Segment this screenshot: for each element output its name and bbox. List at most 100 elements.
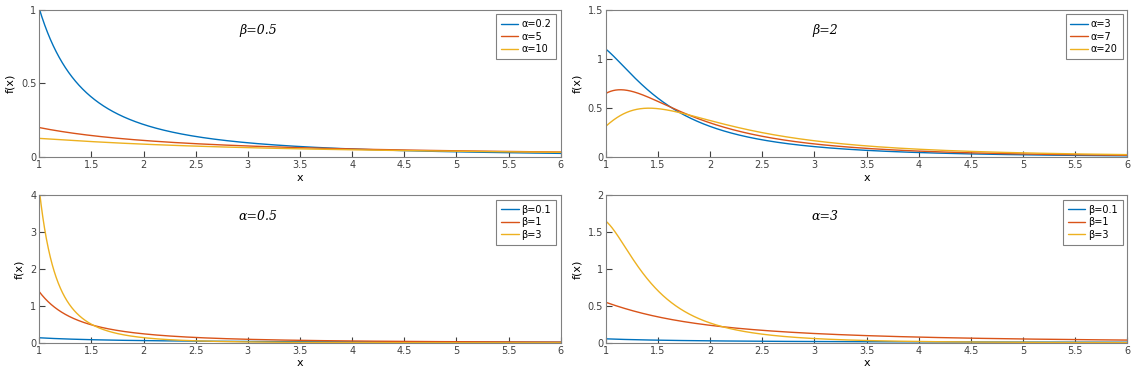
- β=1: [544, 340, 558, 344]
- Line: α=0.2: α=0.2: [40, 9, 561, 153]
- α=3: [1110, 153, 1124, 158]
- Text: β=0.5: β=0.5: [240, 24, 277, 37]
- β=0.1: [821, 339, 835, 344]
- β=1: [799, 331, 812, 335]
- α=0.2: [554, 151, 568, 156]
- α=3: [1120, 154, 1134, 158]
- Text: α=0.5: α=0.5: [239, 210, 278, 223]
- β=1: [690, 321, 703, 326]
- Line: β=0.1: β=0.1: [605, 339, 1127, 342]
- Legend: α=3, α=7, α=20: α=3, α=7, α=20: [1066, 15, 1122, 59]
- β=0.1: [690, 338, 703, 343]
- β=1: [487, 340, 501, 344]
- α=7: [599, 91, 612, 96]
- β=3: [821, 337, 835, 341]
- β=1: [123, 330, 136, 334]
- β=1: [233, 337, 247, 341]
- Line: α=20: α=20: [605, 108, 1127, 154]
- β=3: [1120, 340, 1134, 345]
- Line: β=1: β=1: [40, 292, 561, 342]
- α=5: [487, 149, 501, 154]
- β=0.1: [233, 339, 247, 344]
- β=1: [599, 300, 612, 304]
- α=0.2: [256, 142, 269, 146]
- β=1: [659, 316, 673, 321]
- Line: β=3: β=3: [40, 190, 561, 343]
- α=7: [1054, 152, 1068, 157]
- α=3: [1054, 153, 1068, 157]
- α=20: [821, 140, 835, 145]
- X-axis label: x: x: [296, 358, 303, 368]
- β=0.1: [659, 338, 673, 343]
- α=10: [487, 149, 501, 154]
- α=20: [690, 115, 703, 119]
- α=10: [544, 150, 558, 154]
- β=1: [33, 289, 47, 294]
- X-axis label: x: x: [863, 358, 870, 368]
- Legend: β=0.1, β=1, β=3: β=0.1, β=1, β=3: [1063, 200, 1122, 245]
- β=3: [256, 340, 269, 344]
- α=3: [690, 119, 703, 123]
- β=0.1: [599, 337, 612, 341]
- Line: α=5: α=5: [40, 128, 561, 152]
- β=0.1: [1054, 340, 1068, 344]
- α=10: [256, 146, 269, 150]
- β=0.1: [92, 338, 106, 342]
- β=3: [659, 295, 673, 300]
- α=3: [659, 101, 673, 106]
- α=5: [554, 150, 568, 154]
- α=7: [1111, 153, 1125, 157]
- α=20: [1054, 151, 1068, 156]
- Text: α=3: α=3: [811, 210, 838, 223]
- α=0.2: [233, 140, 247, 144]
- α=3: [799, 144, 812, 148]
- Y-axis label: f(x): f(x): [6, 74, 16, 93]
- α=5: [33, 125, 47, 130]
- α=10: [233, 145, 247, 150]
- α=5: [123, 137, 136, 142]
- α=20: [659, 107, 673, 112]
- α=10: [123, 141, 136, 146]
- Line: β=3: β=3: [605, 221, 1127, 343]
- β=3: [33, 187, 47, 192]
- α=5: [92, 134, 106, 139]
- Line: α=3: α=3: [605, 49, 1127, 156]
- β=3: [599, 219, 612, 223]
- β=3: [1110, 340, 1124, 345]
- β=0.1: [123, 338, 136, 343]
- α=7: [821, 143, 835, 148]
- Line: β=0.1: β=0.1: [40, 338, 561, 342]
- β=0.1: [487, 340, 501, 344]
- α=0.2: [544, 151, 558, 156]
- α=20: [599, 124, 612, 128]
- α=3: [821, 145, 835, 150]
- β=1: [821, 332, 835, 336]
- β=3: [554, 341, 568, 345]
- α=20: [1120, 152, 1134, 157]
- α=0.2: [92, 101, 106, 105]
- α=10: [33, 136, 47, 141]
- Text: β=2: β=2: [812, 24, 837, 37]
- β=3: [690, 315, 703, 320]
- β=0.1: [544, 340, 558, 344]
- α=20: [642, 106, 655, 110]
- β=1: [1120, 338, 1134, 342]
- β=3: [123, 334, 136, 338]
- Line: α=10: α=10: [40, 138, 561, 152]
- α=7: [659, 103, 673, 107]
- X-axis label: x: x: [863, 173, 870, 183]
- α=10: [554, 150, 568, 154]
- α=20: [1111, 152, 1125, 157]
- β=1: [554, 340, 568, 344]
- Legend: β=0.1, β=1, β=3: β=0.1, β=1, β=3: [496, 200, 556, 245]
- α=10: [92, 140, 106, 144]
- β=3: [799, 336, 812, 340]
- β=3: [487, 341, 501, 345]
- α=7: [690, 116, 703, 120]
- α=20: [800, 138, 813, 142]
- β=3: [233, 340, 247, 344]
- β=0.1: [554, 340, 568, 344]
- β=1: [1110, 338, 1124, 342]
- β=3: [1054, 340, 1068, 345]
- α=7: [613, 88, 627, 92]
